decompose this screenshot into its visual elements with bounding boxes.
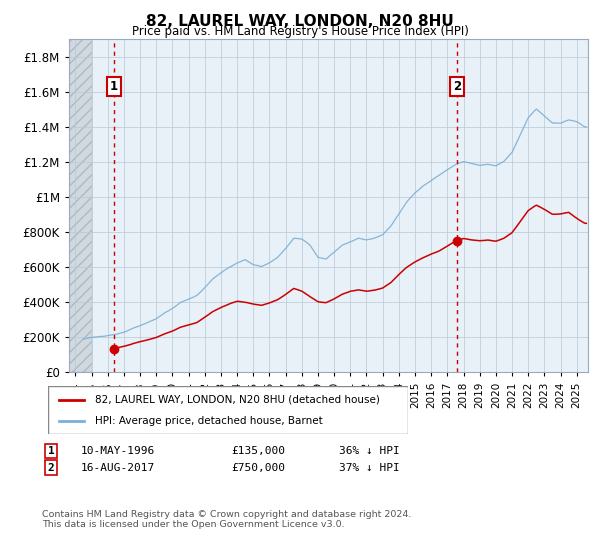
Text: 2: 2 — [453, 80, 461, 93]
Text: 16-AUG-2017: 16-AUG-2017 — [81, 463, 155, 473]
Text: HPI: Average price, detached house, Barnet: HPI: Average price, detached house, Barn… — [95, 416, 323, 426]
Bar — [69, 39, 92, 372]
Text: 1: 1 — [110, 80, 118, 93]
Text: 36% ↓ HPI: 36% ↓ HPI — [339, 446, 400, 456]
Text: 82, LAUREL WAY, LONDON, N20 8HU (detached house): 82, LAUREL WAY, LONDON, N20 8HU (detache… — [95, 395, 380, 405]
Text: 82, LAUREL WAY, LONDON, N20 8HU: 82, LAUREL WAY, LONDON, N20 8HU — [146, 14, 454, 29]
Text: £135,000: £135,000 — [231, 446, 285, 456]
Text: 1: 1 — [47, 446, 55, 456]
Text: £750,000: £750,000 — [231, 463, 285, 473]
Text: 10-MAY-1996: 10-MAY-1996 — [81, 446, 155, 456]
Text: Contains HM Land Registry data © Crown copyright and database right 2024.
This d: Contains HM Land Registry data © Crown c… — [42, 510, 412, 529]
Text: 2: 2 — [47, 463, 55, 473]
Text: Price paid vs. HM Land Registry's House Price Index (HPI): Price paid vs. HM Land Registry's House … — [131, 25, 469, 38]
Text: 37% ↓ HPI: 37% ↓ HPI — [339, 463, 400, 473]
